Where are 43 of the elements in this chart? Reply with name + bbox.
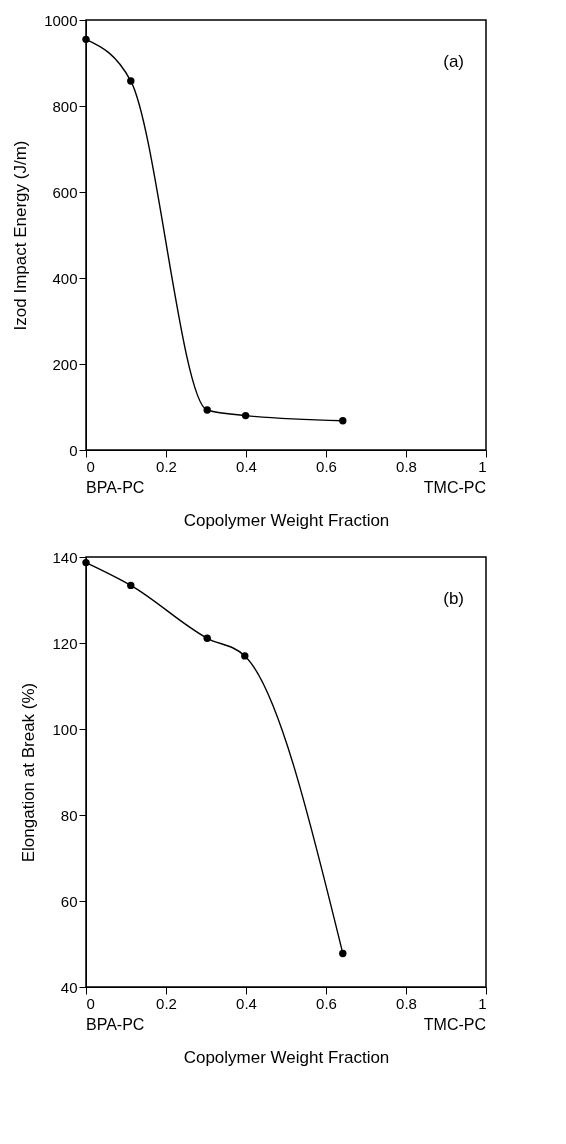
point (241, 652, 249, 660)
y-tick-label: 80 (60, 806, 78, 824)
text: TMC-PC (423, 1016, 486, 1033)
y-tick-label: 140 (52, 548, 78, 566)
y-axis-title: Elongation at Break (%) (19, 682, 39, 863)
point (127, 77, 135, 85)
point (203, 634, 211, 642)
x-tick-label: 0.6 (316, 994, 337, 1012)
x-tick-label: 0 (86, 994, 95, 1012)
point (127, 581, 135, 590)
y-tick-label: 120 (52, 634, 78, 652)
y-tick-label: 100 (52, 720, 78, 738)
point (339, 417, 347, 425)
y-tick-label: 40 (60, 978, 78, 996)
y-tick-label: 600 (52, 183, 78, 201)
x-tick-label: 0 (86, 457, 95, 475)
x-axis-title: Copolymer Weight Fraction (183, 510, 390, 530)
point (339, 949, 347, 958)
x-tick-label: 0.4 (236, 457, 257, 475)
point (82, 35, 90, 44)
x-tick-label: 0.4 (236, 994, 257, 1012)
annotation: (b) (443, 589, 464, 608)
x-axis-title: Copolymer Weight Fraction (183, 1047, 390, 1067)
x-tick-label: 1 (478, 994, 487, 1012)
point (241, 411, 250, 420)
text: BPA-PC (86, 479, 145, 496)
annotation: (a) (443, 52, 464, 71)
y-tick-label: 60 (60, 892, 78, 910)
point (203, 406, 211, 414)
y-tick-label: 800 (52, 97, 78, 115)
x-tick-label: 0.2 (156, 457, 177, 475)
x-tick-label: 0.8 (396, 994, 417, 1012)
text: BPA-PC (86, 1016, 145, 1033)
y-tick-label: 0 (69, 441, 78, 459)
text: TMC-PC (423, 479, 486, 496)
x-tick-label: 0.8 (396, 457, 417, 475)
x-tick-label: 1 (478, 457, 487, 475)
x-tick-label: 0.6 (316, 457, 337, 475)
y-tick-label: 200 (52, 355, 78, 373)
x-tick-label: 0.2 (156, 994, 177, 1012)
y-axis-title: Izod Impact Energy (J/m) (11, 140, 31, 331)
y-tick-label: 400 (52, 269, 78, 287)
y-tick-label: 1000 (44, 11, 78, 29)
